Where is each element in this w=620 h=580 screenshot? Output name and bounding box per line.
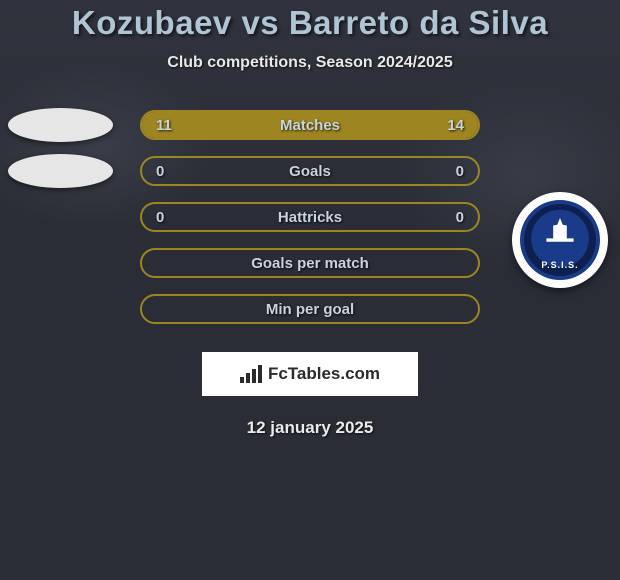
date-label: 12 january 2025 <box>0 418 620 438</box>
club-badge-right: P.S.I.S. <box>512 192 608 288</box>
stat-row: Matches 11 14 <box>0 110 620 140</box>
stat-bar: Min per goal <box>140 294 480 324</box>
content-container: Kozubaev vs Barreto da Silva Club compet… <box>0 0 620 438</box>
stat-value-right: 0 <box>456 209 464 226</box>
stat-row: Min per goal <box>0 294 620 324</box>
stat-value-right: 14 <box>447 117 464 134</box>
stat-value-right: 0 <box>456 163 464 180</box>
club-monument-icon <box>543 218 577 252</box>
stat-label: Goals <box>289 163 331 180</box>
player-badge-left <box>8 108 113 142</box>
page-title: Kozubaev vs Barreto da Silva <box>0 4 620 42</box>
player-badge-left <box>8 154 113 188</box>
stat-bar: Goals 0 0 <box>140 156 480 186</box>
stat-label: Matches <box>280 117 340 134</box>
stat-label: Min per goal <box>266 301 354 318</box>
subtitle: Club competitions, Season 2024/2025 <box>0 54 620 72</box>
bar-chart-icon <box>240 365 262 383</box>
stat-value-left: 0 <box>156 163 164 180</box>
club-badge-label: P.S.I.S. <box>524 260 596 270</box>
stat-label: Goals per match <box>251 255 369 272</box>
stat-bar: Goals per match <box>140 248 480 278</box>
brand-text: FcTables.com <box>268 364 380 384</box>
brand-box: FcTables.com <box>202 352 418 396</box>
stat-value-left: 11 <box>156 117 172 134</box>
stat-row: Goals 0 0 <box>0 156 620 186</box>
stat-label: Hattricks <box>278 209 342 226</box>
stat-value-left: 0 <box>156 209 164 226</box>
club-badge-inner: P.S.I.S. <box>520 200 600 280</box>
stat-bar: Matches 11 14 <box>140 110 480 140</box>
stat-bar: Hattricks 0 0 <box>140 202 480 232</box>
